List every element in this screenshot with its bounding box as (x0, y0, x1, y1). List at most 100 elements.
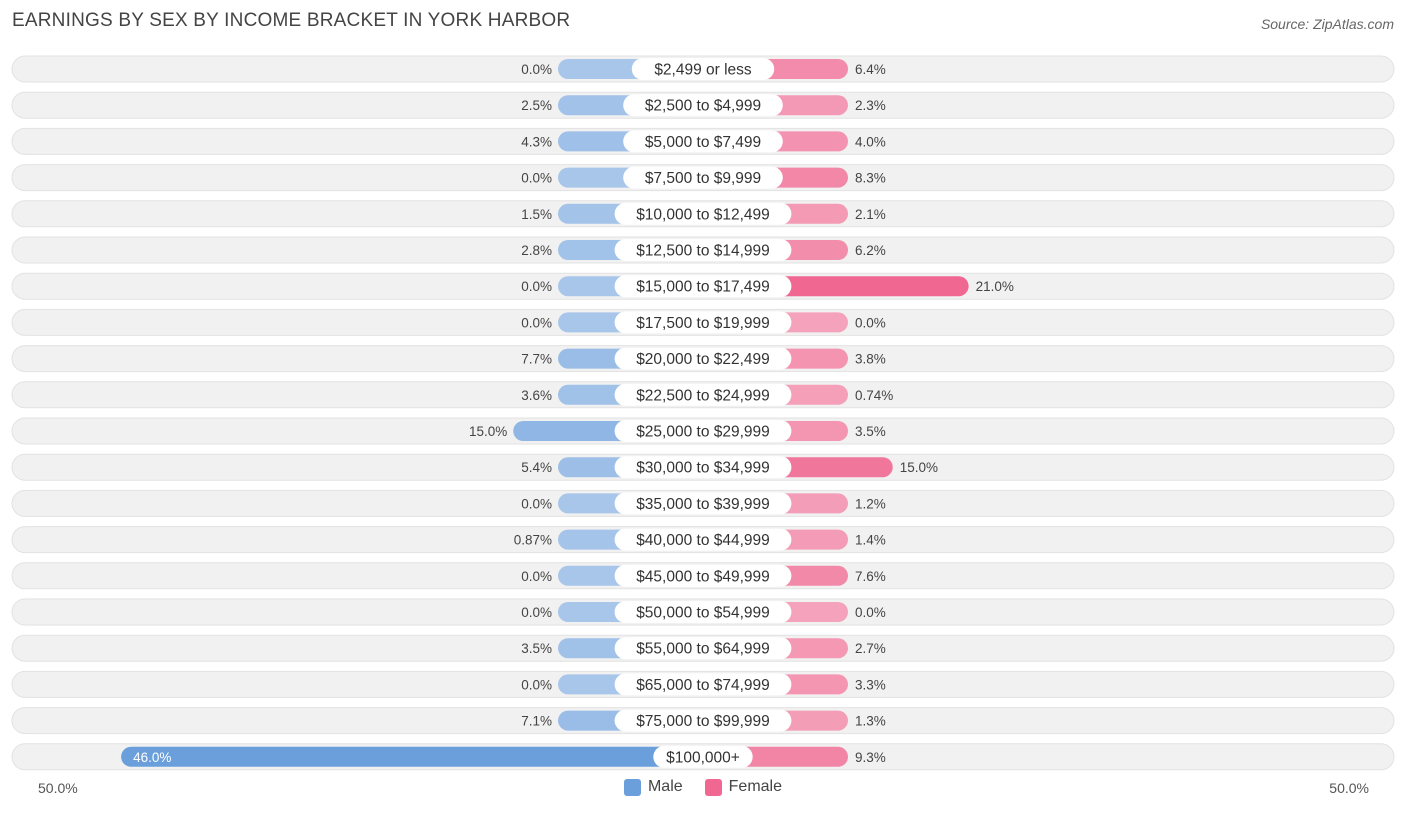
category-label-pill (614, 456, 792, 479)
male-value-label: 7.1% (521, 714, 552, 729)
category-label-pill (631, 58, 775, 80)
female-value-label: 21.0% (976, 279, 1014, 294)
category-label: $20,000 to $22,499 (636, 351, 770, 368)
female-value-label: 0.0% (855, 605, 886, 620)
female-value-label: 8.3% (855, 171, 886, 186)
category-label: $35,000 to $39,999 (636, 496, 770, 513)
bracket-row: $40,000 to $44,999 0.87% 1.4% (11, 526, 1395, 554)
female-value-label: 3.3% (855, 677, 886, 692)
category-label: $15,000 to $17,499 (636, 279, 770, 296)
female-value-label: 1.2% (855, 496, 886, 511)
female-value-label: 3.8% (855, 352, 886, 367)
bracket-row: $5,000 to $7,499 4.3% 4.0% (11, 127, 1395, 155)
female-value-label: 2.7% (855, 641, 886, 656)
bracket-row: $30,000 to $34,999 5.4% 15.0% (11, 453, 1395, 481)
male-value-label: 0.0% (521, 569, 552, 584)
bracket-row: $10,000 to $12,499 1.5% 2.1% (11, 200, 1395, 228)
category-label: $12,500 to $14,999 (636, 243, 770, 260)
male-value-label: 1.5% (521, 207, 552, 222)
bracket-row: $25,000 to $29,999 15.0% 3.5% (11, 417, 1395, 445)
female-value-label: 6.4% (855, 62, 886, 77)
category-label-pill (623, 166, 783, 189)
category-label: $100,000+ (666, 749, 740, 766)
category-label: $10,000 to $12,499 (636, 206, 770, 223)
category-label-pill (614, 239, 792, 261)
bracket-row: $20,000 to $22,499 7.7% 3.8% (11, 345, 1395, 373)
category-label: $45,000 to $49,999 (636, 568, 770, 585)
male-value-label: 0.0% (521, 605, 552, 620)
legend-swatch-female (704, 778, 722, 796)
legend-label-male: Male (647, 778, 683, 795)
male-value-label: 0.0% (521, 171, 552, 186)
category-label-pill (623, 94, 783, 117)
category-label-pill (623, 130, 783, 153)
bracket-row: $50,000 to $54,999 0.0% 0.0% (11, 598, 1395, 626)
male-bar[interactable] (121, 746, 704, 767)
legend-item-female[interactable]: Female (704, 778, 782, 796)
category-label: $50,000 to $54,999 (636, 605, 770, 622)
category-label-pill (614, 420, 792, 442)
female-value-label: 9.3% (855, 750, 886, 765)
female-value-label: 2.3% (855, 98, 886, 113)
male-value-label: 3.5% (521, 641, 552, 656)
bracket-row: $17,500 to $19,999 0.0% 0.0% (11, 308, 1395, 336)
category-label-pill (614, 709, 792, 732)
female-value-label: 7.6% (855, 569, 886, 584)
bracket-row: $75,000 to $99,999 7.1% 1.3% (11, 707, 1395, 735)
bracket-row: $100,000+ 46.0% 9.3% (11, 743, 1395, 771)
female-value-label: 1.4% (855, 533, 886, 548)
bracket-row: $2,499 or less 0.0% 6.4% (11, 55, 1395, 83)
female-value-label: 2.1% (855, 207, 886, 222)
category-label-pill (614, 202, 792, 225)
male-value-label: 4.3% (521, 134, 552, 149)
bracket-row: $12,500 to $14,999 2.8% 6.2% (11, 236, 1395, 264)
male-value-label: 0.0% (521, 496, 552, 511)
category-label-pill (614, 564, 792, 587)
category-label: $75,000 to $99,999 (636, 713, 770, 730)
female-value-label: 3.5% (855, 424, 886, 439)
category-label-pill (614, 528, 792, 551)
axis-max-label: 50.0% (1329, 780, 1369, 796)
female-value-label: 0.74% (855, 388, 893, 403)
category-label: $2,499 or less (654, 62, 752, 79)
legend: Male Female (0, 778, 1406, 796)
category-label-pill (614, 673, 792, 696)
axis-min-label: 50.0% (38, 780, 78, 796)
legend-item-male[interactable]: Male (623, 778, 683, 796)
category-label-pill (614, 637, 792, 660)
female-value-label: 4.0% (855, 134, 886, 149)
male-value-label: 7.7% (521, 352, 552, 367)
category-label: $30,000 to $34,999 (636, 460, 770, 477)
chart-source: Source: ZipAtlas.com (1260, 16, 1394, 32)
male-value-label: 5.4% (521, 460, 552, 475)
category-label-pill (614, 601, 792, 623)
category-label-pill (614, 492, 792, 515)
category-label-pill (614, 311, 792, 334)
bracket-row: $2,500 to $4,999 2.5% 2.3% (11, 91, 1395, 119)
category-label: $5,000 to $7,499 (645, 134, 761, 151)
bracket-row: $65,000 to $74,999 0.0% 3.3% (11, 670, 1395, 698)
category-label: $55,000 to $64,999 (636, 641, 770, 658)
male-value-label: 2.8% (521, 243, 552, 258)
male-value-label: 46.0% (133, 750, 171, 765)
male-value-label: 0.0% (521, 315, 552, 330)
female-value-label: 15.0% (900, 460, 938, 475)
female-value-label: 6.2% (855, 243, 886, 258)
bracket-row: $45,000 to $49,999 0.0% 7.6% (11, 562, 1395, 590)
male-value-label: 0.0% (521, 279, 552, 294)
category-label: $17,500 to $19,999 (636, 315, 770, 332)
category-label-pill (614, 383, 792, 406)
bracket-row: $55,000 to $64,999 3.5% 2.7% (11, 634, 1395, 662)
male-value-label: 0.0% (521, 62, 552, 77)
bracket-row: $35,000 to $39,999 0.0% 1.2% (11, 489, 1395, 517)
category-label: $65,000 to $74,999 (636, 677, 770, 694)
bracket-row: $15,000 to $17,499 0.0% 21.0% (11, 272, 1395, 300)
male-value-label: 2.5% (521, 98, 552, 113)
category-label-pill (653, 745, 753, 768)
category-label: $25,000 to $29,999 (636, 424, 770, 441)
category-label-pill (614, 275, 792, 298)
male-value-label: 0.87% (514, 533, 552, 548)
female-value-label: 0.0% (855, 315, 886, 330)
bracket-row: $22,500 to $24,999 3.6% 0.74% (11, 381, 1395, 409)
